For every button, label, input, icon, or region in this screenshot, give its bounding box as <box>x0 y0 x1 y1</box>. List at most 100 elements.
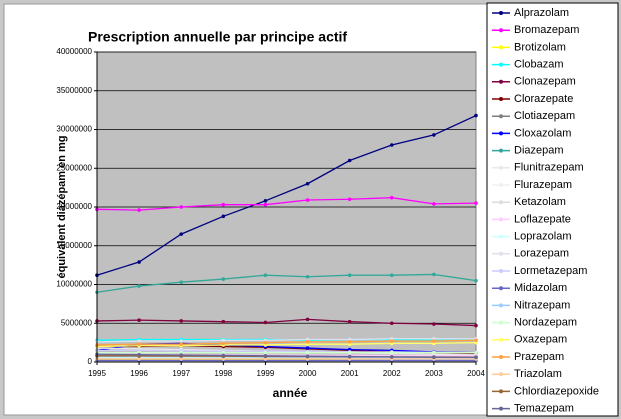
data-point <box>432 272 436 277</box>
legend-label: Loprazolam <box>514 231 571 243</box>
legend-label: Nitrazepam <box>514 299 570 311</box>
legend-marker <box>499 286 503 291</box>
data-point <box>179 342 184 346</box>
chart-title: Prescription annuelle par principe actif <box>88 29 347 45</box>
y-tick-label: 0 <box>88 357 93 366</box>
data-point <box>474 201 478 205</box>
legend-marker <box>499 251 503 256</box>
data-point <box>389 339 394 343</box>
data-point <box>305 346 310 350</box>
legend-marker <box>499 114 503 119</box>
data-point <box>263 354 268 358</box>
legend-label: Clonazepam <box>514 76 576 88</box>
data-point <box>474 278 478 283</box>
y-tick-label: 25000000 <box>56 163 92 172</box>
data-point <box>221 353 226 358</box>
data-point <box>221 319 226 324</box>
series-line <box>96 318 477 327</box>
data-point <box>263 350 268 355</box>
data-point <box>389 143 394 147</box>
data-point <box>263 340 268 345</box>
y-tick-label: 20000000 <box>56 202 92 211</box>
x-tick-label: 1997 <box>172 369 190 378</box>
legend-label: Bromazepam <box>514 24 579 36</box>
x-tick-label: 1999 <box>257 369 275 378</box>
data-point <box>347 350 352 355</box>
data-point <box>474 338 478 343</box>
data-point <box>137 208 141 212</box>
legend-marker <box>499 269 503 273</box>
y-tick-label: 30000000 <box>56 125 92 134</box>
legend-marker <box>499 131 503 136</box>
data-point <box>474 113 478 118</box>
legend-marker <box>499 406 503 411</box>
data-point <box>305 198 310 202</box>
legend-box <box>486 2 619 417</box>
series-line <box>96 341 477 348</box>
legend-label: Midazolam <box>514 282 567 294</box>
legend-label: Alprazolam <box>514 7 569 19</box>
legend-marker <box>499 79 503 84</box>
legend-label: Chlordiazepoxide <box>514 385 599 397</box>
data-point <box>221 341 226 346</box>
data-point <box>137 318 141 322</box>
data-point <box>474 323 478 328</box>
data-point <box>305 354 310 358</box>
legend-marker <box>499 11 503 15</box>
legend-marker <box>499 45 503 50</box>
data-point <box>221 338 226 343</box>
data-point <box>179 339 184 343</box>
legend-label: Cloxazolam <box>514 127 571 139</box>
data-point <box>432 339 436 343</box>
data-point <box>179 319 184 323</box>
data-point <box>137 352 141 357</box>
data-point <box>474 350 478 355</box>
data-point <box>347 354 352 359</box>
data-point <box>432 350 436 355</box>
legend-label: Flunitrazepam <box>514 162 584 174</box>
legend-label: Triazolam <box>514 368 562 380</box>
data-point <box>347 319 352 324</box>
data-point <box>474 355 478 360</box>
data-point <box>305 317 310 322</box>
data-point <box>263 273 268 278</box>
legend-label: Flurazepam <box>514 179 572 191</box>
series-line <box>96 114 477 276</box>
data-point <box>179 205 184 209</box>
legend-label: Clobazam <box>514 59 564 71</box>
legend-marker <box>499 165 503 170</box>
data-point <box>432 133 436 137</box>
data-point <box>137 260 141 264</box>
data-point <box>347 158 352 163</box>
x-tick-label: 2004 <box>467 369 485 378</box>
legend-label: Oxazepam <box>514 334 567 346</box>
data-point <box>137 357 141 361</box>
series-line <box>96 338 476 343</box>
legend-marker <box>499 183 503 187</box>
data-point <box>263 202 268 207</box>
legend-marker <box>499 28 503 33</box>
data-point <box>179 353 184 357</box>
legend-marker <box>499 337 503 342</box>
legend-label: Clorazepate <box>514 93 573 105</box>
x-tick-label: 2003 <box>425 369 443 378</box>
data-point <box>432 202 436 206</box>
y-tick-label: 5000000 <box>61 318 93 327</box>
data-point <box>389 273 394 278</box>
y-axis-label: équivalent diazépam en mg <box>56 135 68 278</box>
data-point <box>347 273 352 278</box>
legend-label: Ketazolam <box>514 196 566 208</box>
data-point <box>137 342 141 346</box>
legend-marker <box>499 355 503 359</box>
legend-label: Lormetazepam <box>514 265 587 277</box>
data-point <box>389 355 394 359</box>
data-point <box>221 202 226 207</box>
data-point <box>432 355 436 359</box>
series-line <box>96 273 477 293</box>
data-point <box>137 284 141 288</box>
legend-marker <box>499 320 503 325</box>
legend-label: Prazepam <box>514 351 564 363</box>
legend-marker <box>499 234 503 239</box>
legend-label: Lorazepam <box>514 248 569 260</box>
